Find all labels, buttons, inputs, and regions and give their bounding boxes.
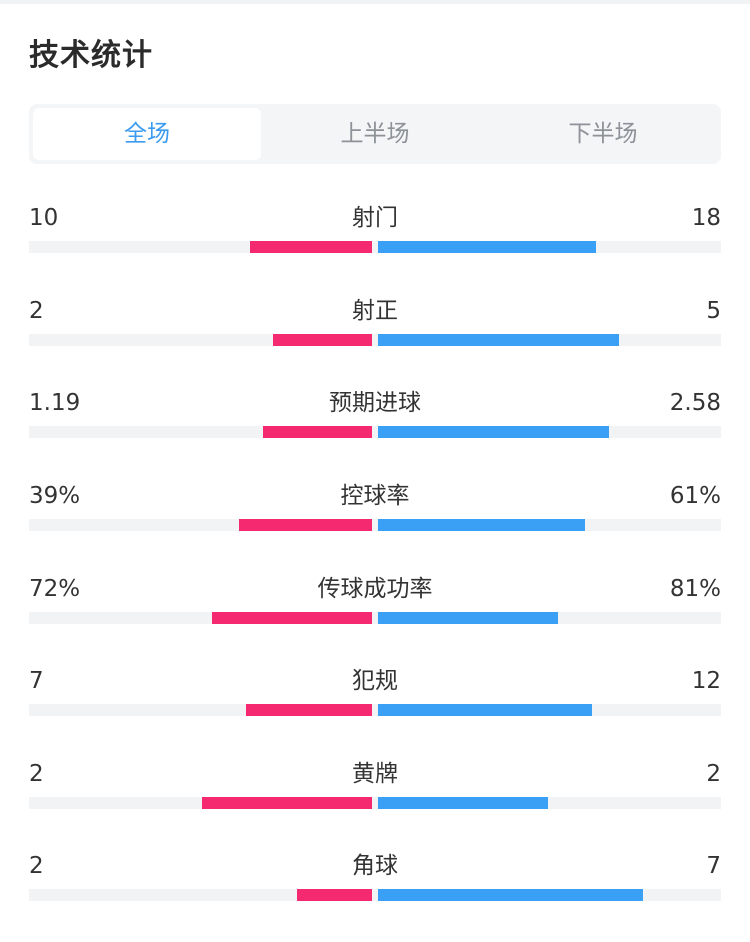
tab-second-half[interactable]: 下半场 [568, 121, 638, 147]
home-bar [246, 704, 372, 716]
away-bar [378, 334, 619, 346]
stat-track [29, 241, 721, 253]
away-bar [378, 426, 609, 438]
away-value: 81% [669, 576, 721, 602]
stat-label: 控球率 [340, 483, 410, 509]
stat-row: 2 黄牌 2 [29, 754, 721, 824]
home-bar [273, 334, 372, 346]
stat-track [29, 519, 721, 531]
away-value: 7 [706, 853, 721, 879]
home-value: 10 [29, 205, 59, 231]
home-value: 2 [29, 298, 44, 324]
away-value: 12 [691, 668, 721, 694]
stat-label: 传球成功率 [317, 576, 433, 602]
home-bar [250, 241, 372, 253]
home-bar [263, 426, 372, 438]
stat-track [29, 426, 721, 438]
home-bar [297, 889, 372, 901]
home-bar [202, 797, 372, 809]
stat-row: 7 犯规 12 [29, 661, 721, 731]
stat-label: 犯规 [352, 668, 398, 694]
stat-label: 射正 [352, 298, 398, 324]
away-bar [378, 519, 585, 531]
away-bar [378, 612, 558, 624]
stat-label: 角球 [352, 853, 398, 879]
period-tabs: 全场 上半场 下半场 [29, 104, 721, 164]
stat-track [29, 704, 721, 716]
home-value: 7 [29, 668, 44, 694]
tab-first-half[interactable]: 上半场 [340, 121, 410, 147]
stat-row: 39% 控球率 61% [29, 476, 721, 546]
stat-label: 射门 [352, 205, 398, 231]
stat-row: 72% 传球成功率 81% [29, 569, 721, 639]
away-bar [378, 889, 643, 901]
stat-track [29, 612, 721, 624]
home-value: 2 [29, 761, 44, 787]
away-value: 61% [669, 483, 721, 509]
stat-track [29, 797, 721, 809]
top-divider [0, 0, 750, 4]
stat-row: 2 射正 5 [29, 291, 721, 361]
stat-row: 1.19 预期进球 2.58 [29, 383, 721, 453]
away-bar [378, 241, 596, 253]
away-bar [378, 704, 592, 716]
away-value: 5 [706, 298, 721, 324]
tab-full-match[interactable]: 全场 [33, 108, 261, 160]
stat-label: 预期进球 [329, 390, 421, 416]
away-value: 2.58 [669, 390, 721, 416]
stat-row: 10 射门 18 [29, 198, 721, 268]
stat-row: 2 角球 7 [29, 846, 721, 916]
home-value: 39% [29, 483, 81, 509]
away-value: 2 [706, 761, 721, 787]
stat-label: 黄牌 [352, 761, 398, 787]
home-bar [239, 519, 372, 531]
home-value: 1.19 [29, 390, 81, 416]
home-bar [212, 612, 372, 624]
home-value: 72% [29, 576, 81, 602]
home-value: 2 [29, 853, 44, 879]
away-bar [378, 797, 548, 809]
away-value: 18 [691, 205, 721, 231]
page-title: 技术统计 [29, 38, 153, 73]
